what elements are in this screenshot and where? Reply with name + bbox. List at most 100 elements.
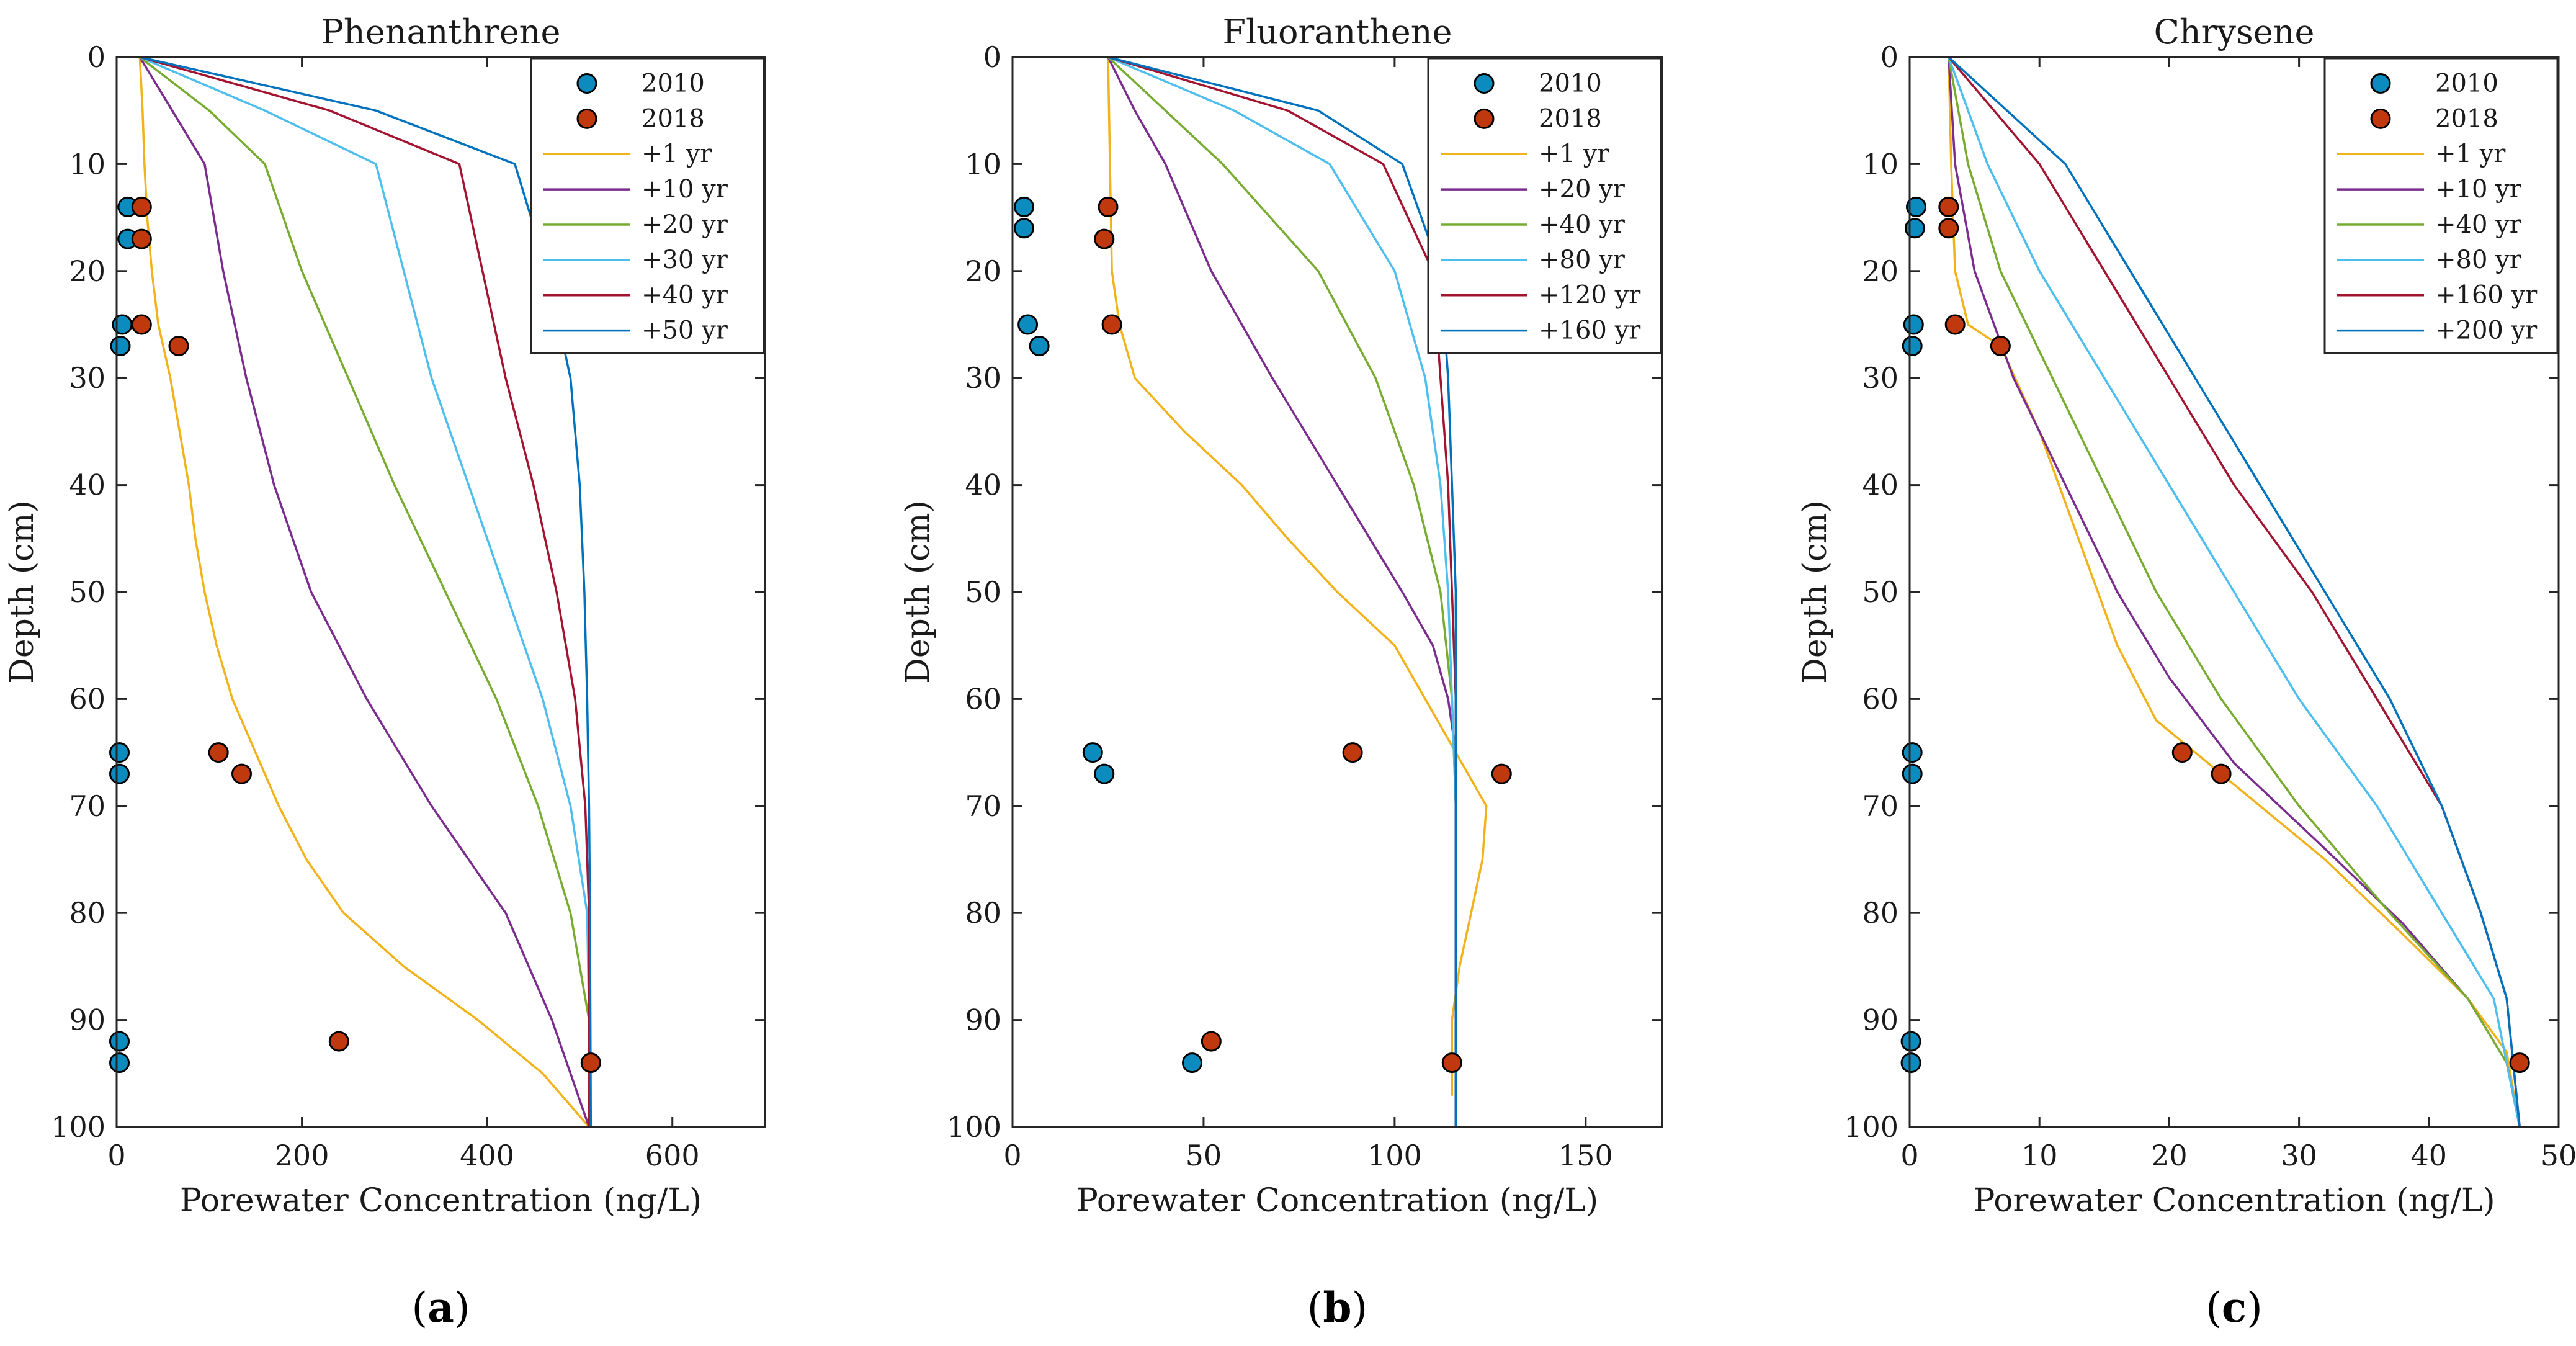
x-tick-label: 30 <box>2281 1139 2317 1172</box>
panel-label: (b) <box>1307 1283 1368 1332</box>
series-line-30yryr <box>138 57 591 1127</box>
data-point-2010 <box>1029 336 1050 356</box>
legend-entry-label: +40 yr <box>1539 210 1626 239</box>
data-point-2010 <box>1903 314 1924 335</box>
data-point-2018 <box>168 336 189 356</box>
series-line-80yryr <box>1948 57 2521 1127</box>
data-point-2018 <box>328 1031 349 1052</box>
legend-entry-label: 2010 <box>2435 69 2498 97</box>
legend-entry-label: +10 yr <box>642 175 728 204</box>
y-tick-label: 100 <box>947 1110 1001 1144</box>
y-tick-label: 20 <box>965 254 1001 288</box>
data-point-2018 <box>131 314 152 335</box>
series-line-40yryr <box>1107 57 1457 1127</box>
legend-entry-label: +50 yr <box>642 316 728 345</box>
data-point-2010 <box>1182 1052 1202 1074</box>
data-point-2018 <box>131 228 152 249</box>
y-tick-label: 100 <box>1844 1110 1898 1144</box>
y-tick-label: 80 <box>1862 896 1898 930</box>
data-point-2018 <box>208 742 229 763</box>
data-point-2010 <box>1017 314 1039 335</box>
legend-marker-2010 <box>576 73 597 94</box>
x-tick-label: 50 <box>1186 1139 1222 1172</box>
legend-entry-label: +40 yr <box>642 281 728 310</box>
y-tick-label: 60 <box>1862 682 1898 716</box>
data-point-2010 <box>109 742 130 763</box>
legend-entry-label: +200 yr <box>2435 316 2538 345</box>
y-tick-label: 50 <box>69 575 105 609</box>
y-axis-label: Depth (cm) <box>4 500 41 684</box>
x-tick-label: 0 <box>1003 1139 1021 1172</box>
data-point-2018 <box>1491 763 1512 784</box>
data-point-2010 <box>109 763 130 784</box>
y-axis-label: Depth (cm) <box>1797 500 1834 684</box>
legend-entry-label: +1 yr <box>642 140 712 168</box>
legend-entry-label: +120 yr <box>1539 281 1641 310</box>
legend-marker-2018 <box>1474 108 1495 129</box>
data-point-2018 <box>1441 1052 1462 1074</box>
y-tick-label: 10 <box>965 147 1001 181</box>
x-tick-label: 20 <box>2151 1139 2188 1172</box>
y-tick-label: 30 <box>69 361 105 395</box>
data-point-2018 <box>2171 742 2193 763</box>
data-point-2018 <box>1938 196 1959 217</box>
data-point-2018 <box>131 196 152 217</box>
legend-entry-label: 2010 <box>642 69 705 97</box>
y-tick-label: 0 <box>1881 40 1898 74</box>
legend: 2010 2018 +1 yr +20 yr +40 yr +80 yr +120 yr +1… <box>1427 57 1662 354</box>
data-point-2018 <box>1101 314 1122 335</box>
series-line-1yryr <box>1107 57 1488 1097</box>
data-point-2010 <box>109 1052 130 1074</box>
data-point-2010 <box>1094 763 1115 784</box>
data-point-2018 <box>1938 218 1959 239</box>
data-point-2018 <box>1342 742 1363 763</box>
y-tick-label: 90 <box>1862 1003 1898 1037</box>
legend-entry-label: 2018 <box>2435 104 2498 133</box>
data-point-2010 <box>1900 1052 1921 1074</box>
y-tick-label: 20 <box>1862 254 1898 288</box>
y-axis-label: Depth (cm) <box>900 500 937 684</box>
chart-title: Chrysene <box>2154 12 2315 52</box>
y-tick-label: 90 <box>69 1003 105 1037</box>
data-point-2010 <box>1902 763 1923 784</box>
series-line-1yryr <box>138 57 591 1127</box>
legend-entry-label: +1 yr <box>2435 140 2506 168</box>
y-tick-label: 90 <box>965 1003 1001 1037</box>
y-tick-label: 40 <box>69 469 105 502</box>
data-point-2018 <box>1098 196 1119 217</box>
y-tick-label: 60 <box>69 682 105 716</box>
data-point-2010 <box>1906 196 1926 217</box>
data-point-2018 <box>1201 1031 1222 1052</box>
series-line-50yryr <box>138 57 593 1127</box>
y-tick-label: 50 <box>1862 575 1898 609</box>
y-tick-label: 80 <box>965 896 1001 930</box>
legend-entry-label: +30 yr <box>642 246 728 274</box>
legend: 2010 2018 +1 yr +10 yr +40 yr +80 yr +160 yr +2… <box>2323 57 2559 354</box>
chart-title: Fluoranthene <box>1223 12 1452 52</box>
legend-entry-label: +10 yr <box>2435 175 2522 204</box>
legend-box <box>2323 57 2559 354</box>
y-tick-label: 20 <box>69 254 105 288</box>
legend-marker-2010 <box>2370 73 2391 94</box>
y-tick-label: 0 <box>87 40 105 74</box>
legend-entry-label: +20 yr <box>1539 175 1626 204</box>
series-line-40yryr <box>138 57 591 1127</box>
legend-entry-label: +1 yr <box>1539 140 1609 168</box>
data-point-2010 <box>1904 218 1925 239</box>
x-tick-label: 50 <box>2541 1139 2576 1172</box>
x-axis-label: Porewater Concentration (ng/L) <box>1973 1182 2495 1219</box>
x-tick-label: 400 <box>460 1139 514 1172</box>
y-tick-label: 40 <box>965 469 1001 502</box>
data-point-2010 <box>109 1031 130 1052</box>
data-point-2010 <box>1900 1031 1921 1052</box>
series-line-20yryr <box>138 57 591 1127</box>
data-point-2010 <box>1082 742 1103 763</box>
legend-entry-label: 2018 <box>642 104 705 133</box>
series-line-40yryr <box>1948 57 2521 1127</box>
legend-entry-label: +160 yr <box>2435 281 2538 310</box>
legend-marker-2018 <box>2370 108 2391 129</box>
